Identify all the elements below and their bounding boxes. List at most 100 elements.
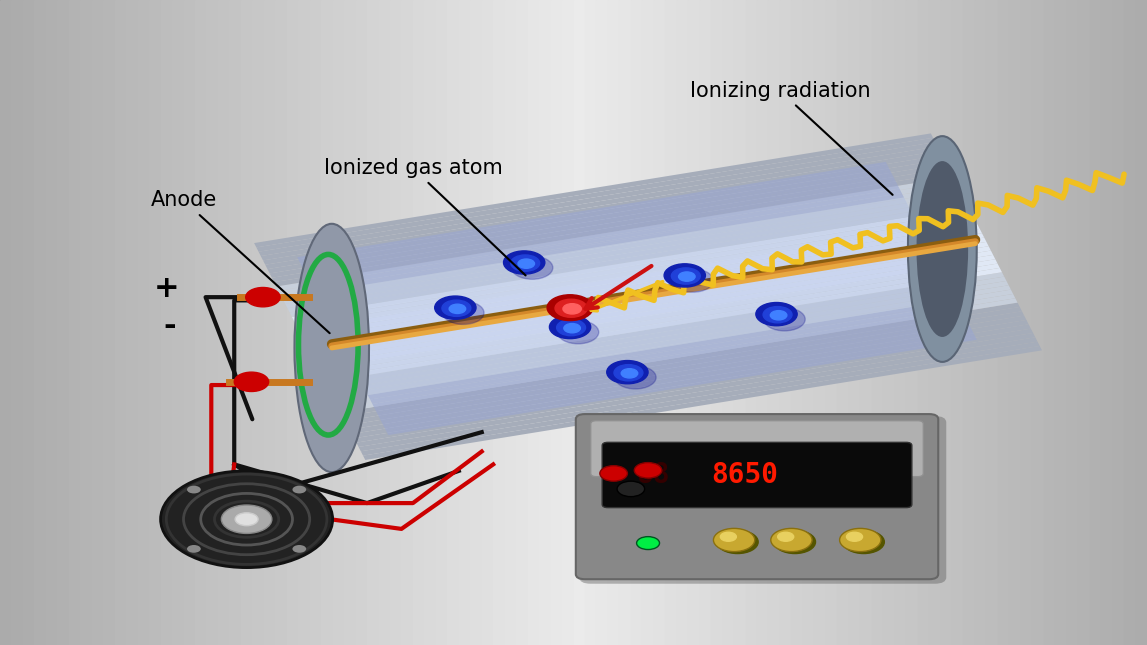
Bar [734, 0, 746, 645]
Bar [287, 0, 298, 645]
Bar [1044, 0, 1055, 645]
Polygon shape [348, 260, 938, 359]
Circle shape [510, 255, 540, 272]
Bar [700, 0, 711, 645]
Polygon shape [297, 162, 888, 262]
Circle shape [672, 269, 713, 292]
Polygon shape [329, 281, 1008, 395]
Ellipse shape [916, 161, 968, 337]
Polygon shape [322, 211, 913, 311]
Polygon shape [343, 251, 934, 351]
Bar [34, 0, 46, 645]
Circle shape [435, 296, 476, 319]
Polygon shape [315, 197, 906, 297]
Bar [585, 0, 596, 645]
Bar [1101, 0, 1113, 645]
Polygon shape [343, 307, 1022, 421]
Circle shape [664, 264, 705, 287]
Polygon shape [352, 324, 1031, 439]
Polygon shape [354, 273, 945, 373]
Polygon shape [281, 186, 960, 299]
Bar [975, 0, 986, 645]
Bar [252, 0, 264, 645]
Polygon shape [387, 335, 977, 435]
Polygon shape [296, 216, 975, 330]
Circle shape [615, 366, 656, 389]
Circle shape [637, 537, 660, 550]
FancyBboxPatch shape [591, 421, 923, 477]
Polygon shape [272, 168, 951, 282]
Bar [608, 0, 619, 645]
Bar [0, 0, 11, 645]
Polygon shape [312, 246, 991, 360]
Ellipse shape [908, 136, 977, 362]
Bar [791, 0, 803, 645]
Bar [711, 0, 723, 645]
Bar [344, 0, 356, 645]
Bar [1136, 0, 1147, 645]
Bar [229, 0, 241, 645]
Polygon shape [304, 175, 895, 275]
Circle shape [221, 505, 272, 533]
Polygon shape [303, 229, 982, 343]
Polygon shape [301, 224, 980, 339]
Bar [447, 0, 459, 645]
Polygon shape [319, 259, 998, 373]
Polygon shape [364, 346, 1041, 460]
Polygon shape [265, 155, 944, 269]
Polygon shape [350, 264, 941, 364]
Bar [803, 0, 814, 645]
Circle shape [763, 306, 791, 322]
Polygon shape [306, 180, 897, 279]
Text: -: - [163, 312, 177, 341]
Text: Anode: Anode [150, 190, 329, 333]
Bar [516, 0, 528, 645]
Polygon shape [302, 171, 892, 270]
Bar [69, 0, 80, 645]
Polygon shape [288, 199, 967, 312]
Circle shape [771, 528, 812, 551]
Circle shape [771, 311, 787, 320]
Bar [906, 0, 918, 645]
Circle shape [557, 321, 599, 344]
Polygon shape [327, 220, 918, 319]
Circle shape [245, 288, 280, 307]
Bar [860, 0, 872, 645]
Bar [1021, 0, 1032, 645]
FancyBboxPatch shape [602, 442, 912, 508]
Bar [241, 0, 252, 645]
Bar [23, 0, 34, 645]
Circle shape [564, 324, 580, 333]
Circle shape [840, 528, 881, 551]
Circle shape [563, 304, 582, 314]
Polygon shape [276, 177, 955, 291]
Circle shape [713, 528, 755, 551]
Circle shape [720, 532, 736, 541]
Circle shape [614, 364, 642, 381]
Circle shape [774, 530, 816, 553]
Bar [333, 0, 344, 645]
Bar [1009, 0, 1021, 645]
Bar [413, 0, 424, 645]
Polygon shape [331, 285, 1011, 399]
Polygon shape [256, 138, 935, 252]
Polygon shape [294, 212, 973, 326]
Bar [849, 0, 860, 645]
Bar [126, 0, 138, 645]
Bar [528, 0, 539, 645]
Bar [562, 0, 574, 645]
Polygon shape [380, 322, 970, 422]
Polygon shape [384, 331, 975, 431]
Circle shape [549, 315, 591, 339]
Polygon shape [341, 246, 931, 346]
Polygon shape [310, 242, 989, 356]
Bar [470, 0, 482, 645]
Bar [619, 0, 631, 645]
Polygon shape [364, 291, 954, 391]
Bar [310, 0, 321, 645]
Polygon shape [309, 184, 899, 284]
Polygon shape [377, 317, 968, 417]
Polygon shape [359, 282, 950, 382]
Bar [80, 0, 92, 645]
Bar [493, 0, 505, 645]
